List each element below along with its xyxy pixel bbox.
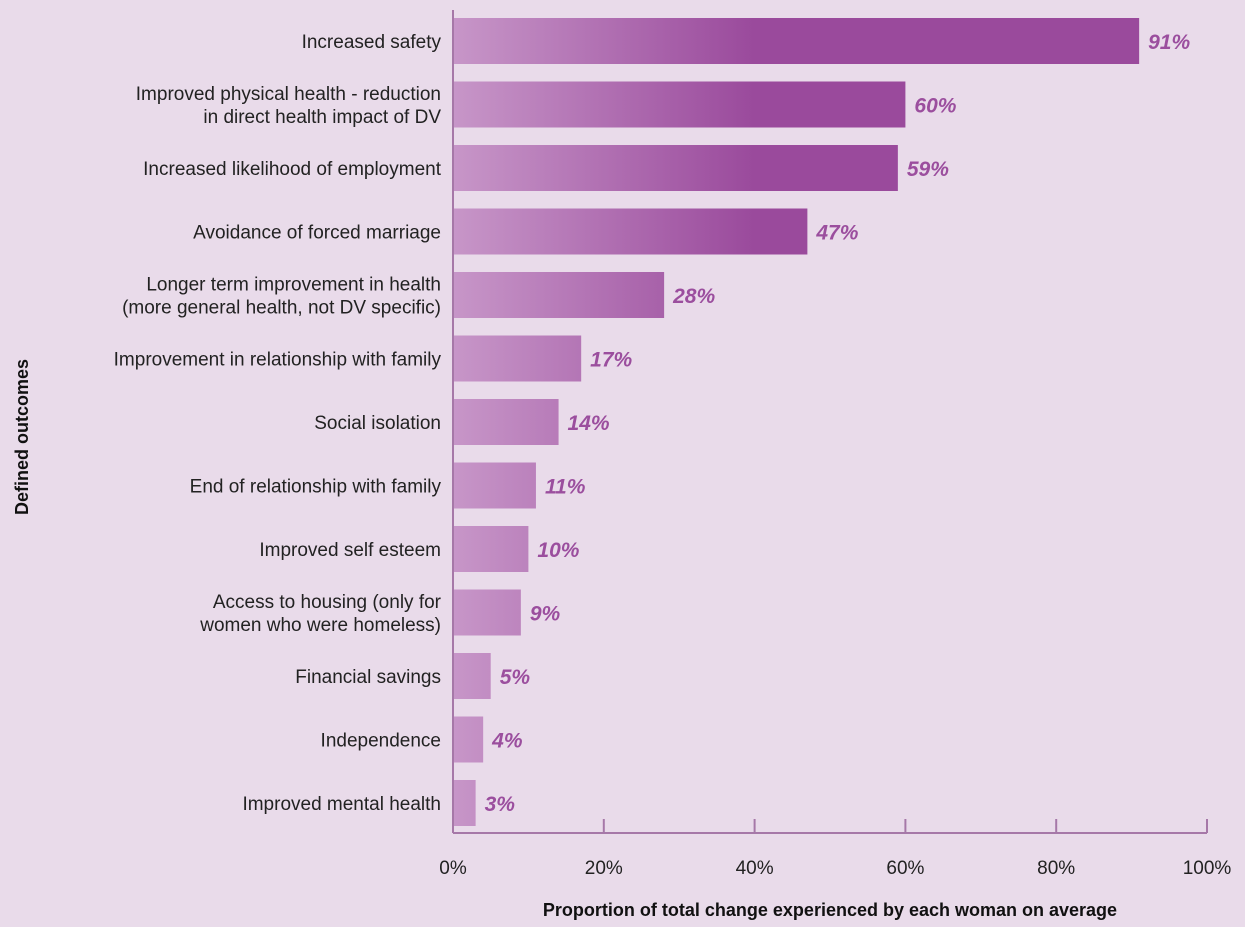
category-label: Increased likelihood of employment [143,159,442,180]
bar [453,145,898,191]
data-label: 59% [907,158,949,181]
category-label: Access to housing (only for women who wer… [199,592,441,636]
data-label: 9% [530,603,561,626]
category-label: Longer term improvement in health (more g… [122,275,441,319]
x-axis-title: Proportion of total change experienced b… [543,900,1117,920]
data-label: 5% [500,666,531,689]
x-tick-label: 80% [1037,858,1075,879]
bar [453,716,484,763]
x-tick-label: 0% [439,858,467,879]
bar [453,589,521,636]
data-label: 11% [545,476,586,499]
category-label: End of relationship with family [190,477,442,498]
data-label: 17% [590,349,632,372]
bar [453,526,529,572]
bar [453,462,536,509]
data-label: 28% [672,285,715,308]
category-label: Improved mental health [242,794,441,815]
data-label: 10% [537,539,579,562]
data-label: 47% [815,222,858,245]
category-label: Avoidance of forced marriage [193,223,441,244]
data-label: 3% [485,793,516,816]
bar [453,208,808,255]
category-label: Improved physical health - reduction in d… [136,84,442,128]
data-label: 14% [568,412,610,435]
data-label: 60% [914,95,956,118]
category-label: Improved self esteem [259,540,441,561]
category-label: Independence [321,731,441,752]
data-label: 4% [491,730,523,753]
bar [453,335,582,382]
x-tick-label: 20% [585,858,623,879]
bar [453,653,491,699]
y-axis-title: Defined outcomes [12,359,32,515]
bar [453,18,1140,64]
data-label: 91% [1148,31,1190,54]
category-label: Social isolation [314,413,441,434]
x-tick-label: 100% [1183,858,1232,879]
bar [453,272,665,318]
x-tick-label: 40% [736,858,774,879]
bar [453,399,559,445]
category-label: Financial savings [295,667,441,688]
category-label: Improvement in relationship with family [114,350,442,371]
bar [453,81,906,128]
x-tick-label: 60% [886,858,924,879]
bar [453,780,476,826]
category-label: Increased safety [302,32,442,53]
